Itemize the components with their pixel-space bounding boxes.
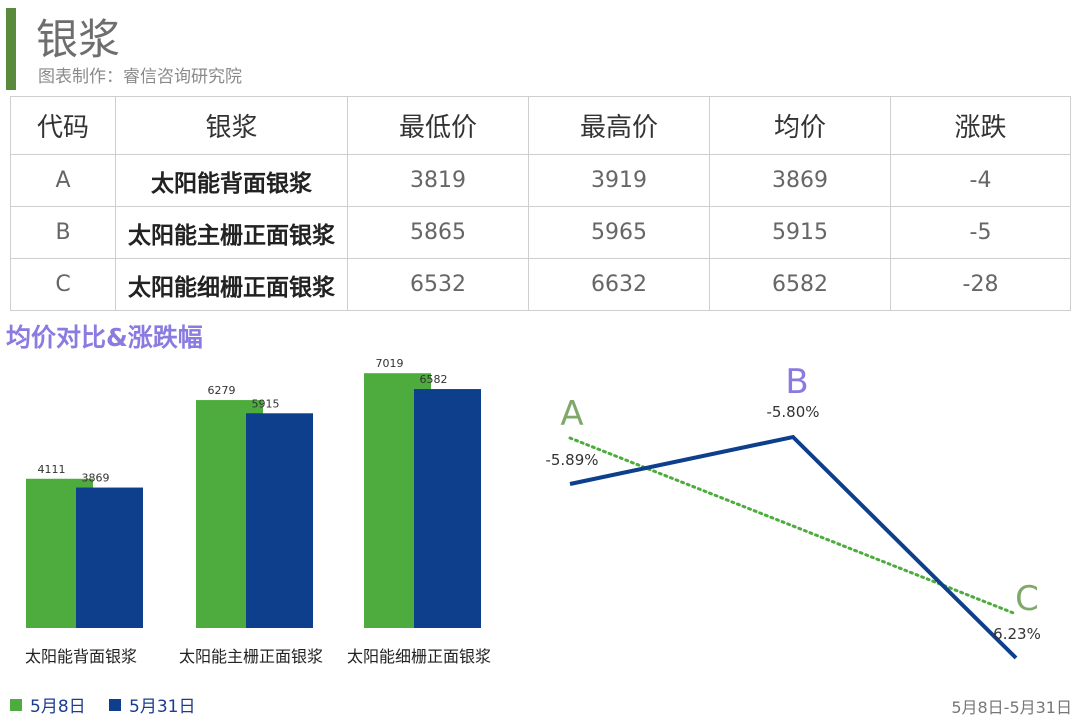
point-letter-label: C — [1015, 579, 1039, 619]
trend-line — [570, 438, 1016, 614]
legend-label-series1: 5月8日 — [30, 692, 86, 717]
point-value-label: -5.80% — [766, 403, 819, 421]
bar — [246, 413, 313, 628]
bar-data-label: 4111 — [38, 463, 66, 476]
legend-swatch-green — [10, 699, 22, 711]
bar-data-label: 5915 — [252, 397, 280, 410]
point-letter-label: A — [560, 394, 583, 434]
category-label: 太阳能主栅正面银浆 — [179, 647, 323, 666]
legend-item-series2: 5月31日 — [109, 692, 195, 717]
bar-data-label: 3869 — [82, 472, 110, 485]
point-value-label: 6.23% — [993, 625, 1041, 643]
category-label: 太阳能背面银浆 — [25, 647, 137, 666]
bar-data-label: 6279 — [208, 384, 236, 397]
legend-item-series1: 5月8日 — [10, 692, 86, 717]
point-value-label: -5.89% — [545, 451, 598, 469]
bar — [76, 488, 143, 628]
bar-data-label: 7019 — [376, 357, 404, 370]
legend-swatch-blue — [109, 699, 121, 711]
point-letter-label: B — [785, 362, 808, 402]
date-range-label: 5月8日-5月31日 — [951, 694, 1072, 718]
category-label: 太阳能细栅正面银浆 — [347, 647, 491, 666]
chart-legend: 5月8日 5月31日 — [10, 692, 214, 717]
change-line — [570, 437, 1016, 658]
legend-label-series2: 5月31日 — [129, 692, 195, 717]
bar — [414, 389, 481, 628]
bar-data-label: 6582 — [420, 373, 448, 386]
